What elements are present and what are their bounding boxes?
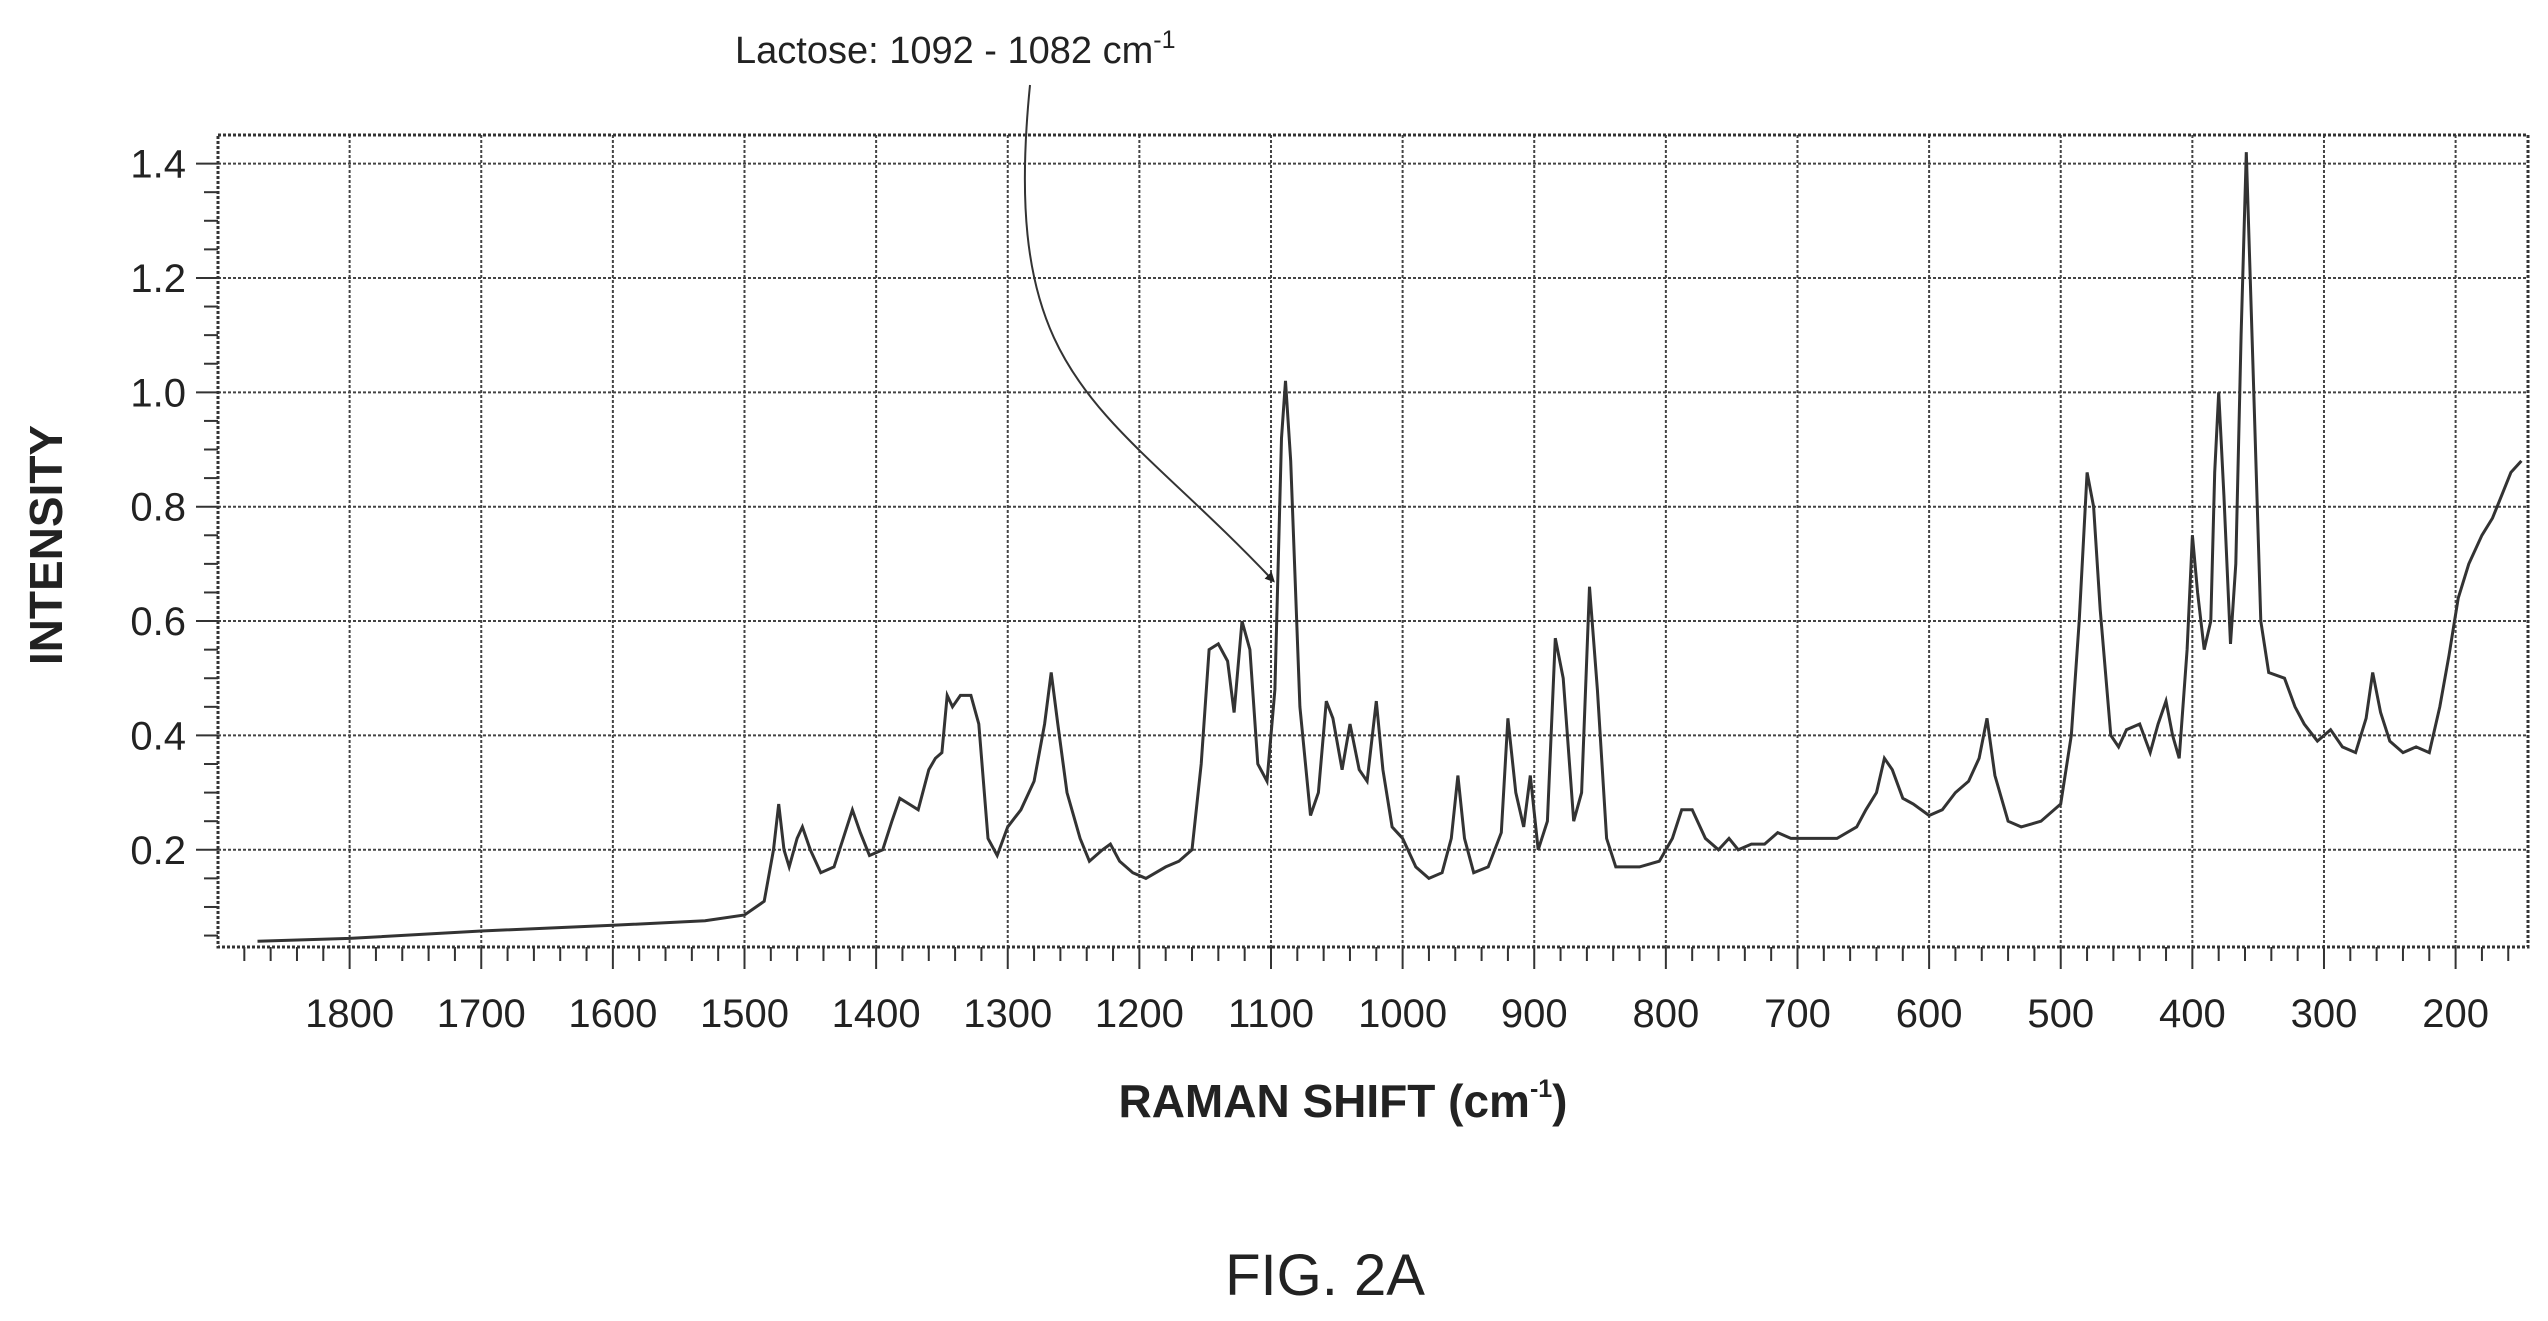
x-tick-label: 800 xyxy=(1632,992,1699,1036)
x-tick-label: 400 xyxy=(2159,992,2226,1036)
x-tick-label: 1500 xyxy=(700,992,789,1036)
x-tick-label: 1400 xyxy=(832,992,921,1036)
x-tick-label: 600 xyxy=(1896,992,1963,1036)
x-tick-label: 1000 xyxy=(1358,992,1447,1036)
x-tick-label: 700 xyxy=(1764,992,1831,1036)
x-tick-label: 1200 xyxy=(1095,992,1184,1036)
x-tick-label: 300 xyxy=(2291,992,2358,1036)
x-tick-label: 200 xyxy=(2422,992,2489,1036)
x-tick-label: 1300 xyxy=(963,992,1052,1036)
annotation-label: Lactose: 1092 - 1082 cm-1 xyxy=(735,26,1176,72)
x-tick-label: 1100 xyxy=(1228,992,1314,1036)
x-tick-label: 1600 xyxy=(568,992,657,1036)
axis-ticks xyxy=(196,162,2510,969)
figure-label: FIG. 2A xyxy=(1225,1243,1425,1308)
x-tick-label: 900 xyxy=(1501,992,1568,1036)
y-tick-label: 0.2 xyxy=(130,829,186,873)
x-tick-label: 1800 xyxy=(305,992,394,1036)
tick-labels: 1800 1700 1600 1500 1400 1300 1200 1100 1000 900 8… xyxy=(130,143,2489,1036)
x-axis-title: RAMAN SHIFT (cm-1) xyxy=(1118,1075,1567,1127)
y-tick-label: 1.2 xyxy=(130,257,186,301)
plot-frame xyxy=(216,133,2530,949)
grid xyxy=(218,135,2528,947)
y-tick-label: 1.0 xyxy=(130,371,186,415)
y-tick-label: 0.4 xyxy=(130,714,186,758)
y-tick-label: 0.6 xyxy=(130,600,186,644)
x-tick-label: 1700 xyxy=(437,992,526,1036)
x-tick-label: 500 xyxy=(2027,992,2094,1036)
y-tick-label: 1.4 xyxy=(130,143,186,187)
y-axis-title: INTENSITY xyxy=(20,425,72,665)
spectrum-line xyxy=(257,152,2523,943)
y-tick-label: 0.8 xyxy=(130,486,186,530)
annotation-arrow xyxy=(1023,84,1275,583)
